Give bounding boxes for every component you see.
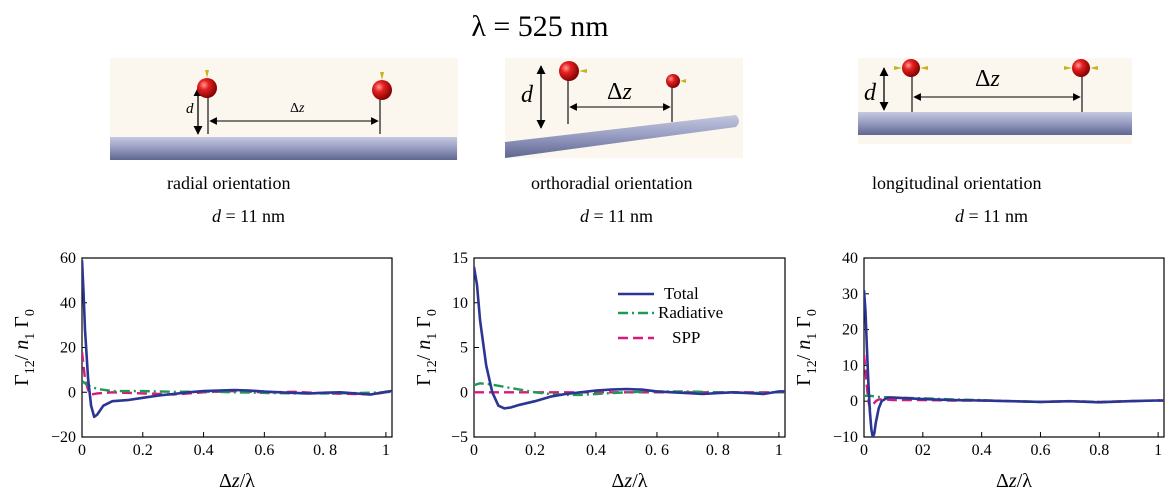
- legend: Total Radiative SPP: [618, 284, 723, 347]
- y-tick-label: 20: [842, 322, 858, 339]
- y-tick-label: 60: [60, 250, 76, 267]
- x-tick-label: 02: [915, 442, 931, 459]
- y-tick-label: 30: [842, 286, 858, 303]
- title-lambda: λ: [471, 10, 486, 43]
- y-tick-label: 5: [460, 340, 468, 357]
- sketch-d-label: d: [186, 101, 194, 117]
- legend-radiative-label: Radiative: [658, 303, 723, 322]
- y-tick-label: 10: [452, 295, 468, 312]
- x-tick-label: 1: [1154, 442, 1162, 459]
- x-tick-label: 1: [775, 442, 783, 459]
- caption-longitudinal: longitudinal orientation: [872, 173, 1041, 193]
- y-tick-label: 20: [60, 340, 76, 357]
- x-tick-label: 0: [78, 442, 86, 459]
- x-tick-label: 0. 8: [313, 442, 337, 459]
- y-tick-label: 40: [842, 250, 858, 267]
- x-axis-label: Δz/λ: [996, 470, 1032, 492]
- plot-frame: [81, 257, 393, 438]
- series-spp-line: [82, 351, 392, 396]
- x-tick-label: 0.6: [254, 442, 274, 459]
- x-tick-label: 0: [470, 442, 478, 459]
- distance-longitudinal: d = 11 nm: [955, 206, 1028, 226]
- y-tick-label: 0: [68, 384, 76, 401]
- y-axis-label: Γ12/ n1 Γ0: [793, 309, 820, 386]
- series-radiative-line: [474, 382, 785, 397]
- x-tick-label: 0.6: [1030, 442, 1050, 459]
- sketch-dz-label: Δz: [290, 101, 305, 116]
- sketch-orthoradial: d Δz: [505, 58, 743, 158]
- x-tick-label: 0.4: [194, 442, 214, 459]
- x-tick-label: 0.4: [586, 442, 606, 459]
- x-axis-label: Δz/λ: [612, 470, 648, 492]
- legend-total-label: Total: [664, 284, 699, 303]
- y-tick-label: 40: [60, 295, 76, 312]
- sketch-dz-label: Δz: [975, 66, 1000, 92]
- figure-title: λ = 525 nm: [471, 10, 608, 43]
- plot-frame: [863, 257, 1165, 438]
- sketch-dz-label: Δz: [607, 79, 632, 105]
- y-tick-label: 10: [842, 357, 858, 374]
- y-tick-label: −10: [833, 429, 858, 446]
- x-tick-label: 0.8: [1089, 442, 1109, 459]
- sketch-radial: d Δz: [110, 58, 458, 160]
- caption-orthoradial: orthoradial orientation: [531, 173, 692, 193]
- y-axis-label: Γ12/ n1 Γ0: [413, 309, 440, 386]
- series-total-line: [82, 260, 392, 419]
- plot-frame: [473, 257, 786, 438]
- y-axis-label: Γ12/ n1 Γ0: [11, 309, 38, 386]
- y-tick-label: 15: [452, 250, 468, 267]
- distance-orthoradial: d = 11 nm: [580, 206, 653, 226]
- y-tick-label: 0: [460, 384, 468, 401]
- distance-radial: d = 11 nm: [212, 206, 285, 226]
- x-tick-label: 0. 6: [645, 442, 669, 459]
- legend-spp-label: SPP: [672, 328, 700, 347]
- y-tick-label: −5: [451, 429, 468, 446]
- x-tick-label: 0: [860, 442, 868, 459]
- sketch-d-label: d: [864, 80, 877, 106]
- sketch-d-label: d: [521, 82, 534, 108]
- sketch-longitudinal: d Δz: [858, 58, 1132, 144]
- x-tick-label: 1: [382, 442, 390, 459]
- series-total-line: [474, 266, 785, 410]
- x-tick-label: 0.2: [133, 442, 153, 459]
- series-total-line: [864, 290, 1164, 437]
- x-axis-label: Δz/λ: [219, 470, 255, 492]
- x-tick-label: 0.4: [972, 442, 992, 459]
- caption-radial: radial orientation: [167, 173, 290, 193]
- y-tick-label: −20: [51, 429, 76, 446]
- title-value: = 525 nm: [493, 10, 608, 43]
- x-tick-label: 0.2: [525, 442, 545, 459]
- y-tick-label: 0: [850, 393, 858, 410]
- x-tick-label: 0. 8: [706, 442, 730, 459]
